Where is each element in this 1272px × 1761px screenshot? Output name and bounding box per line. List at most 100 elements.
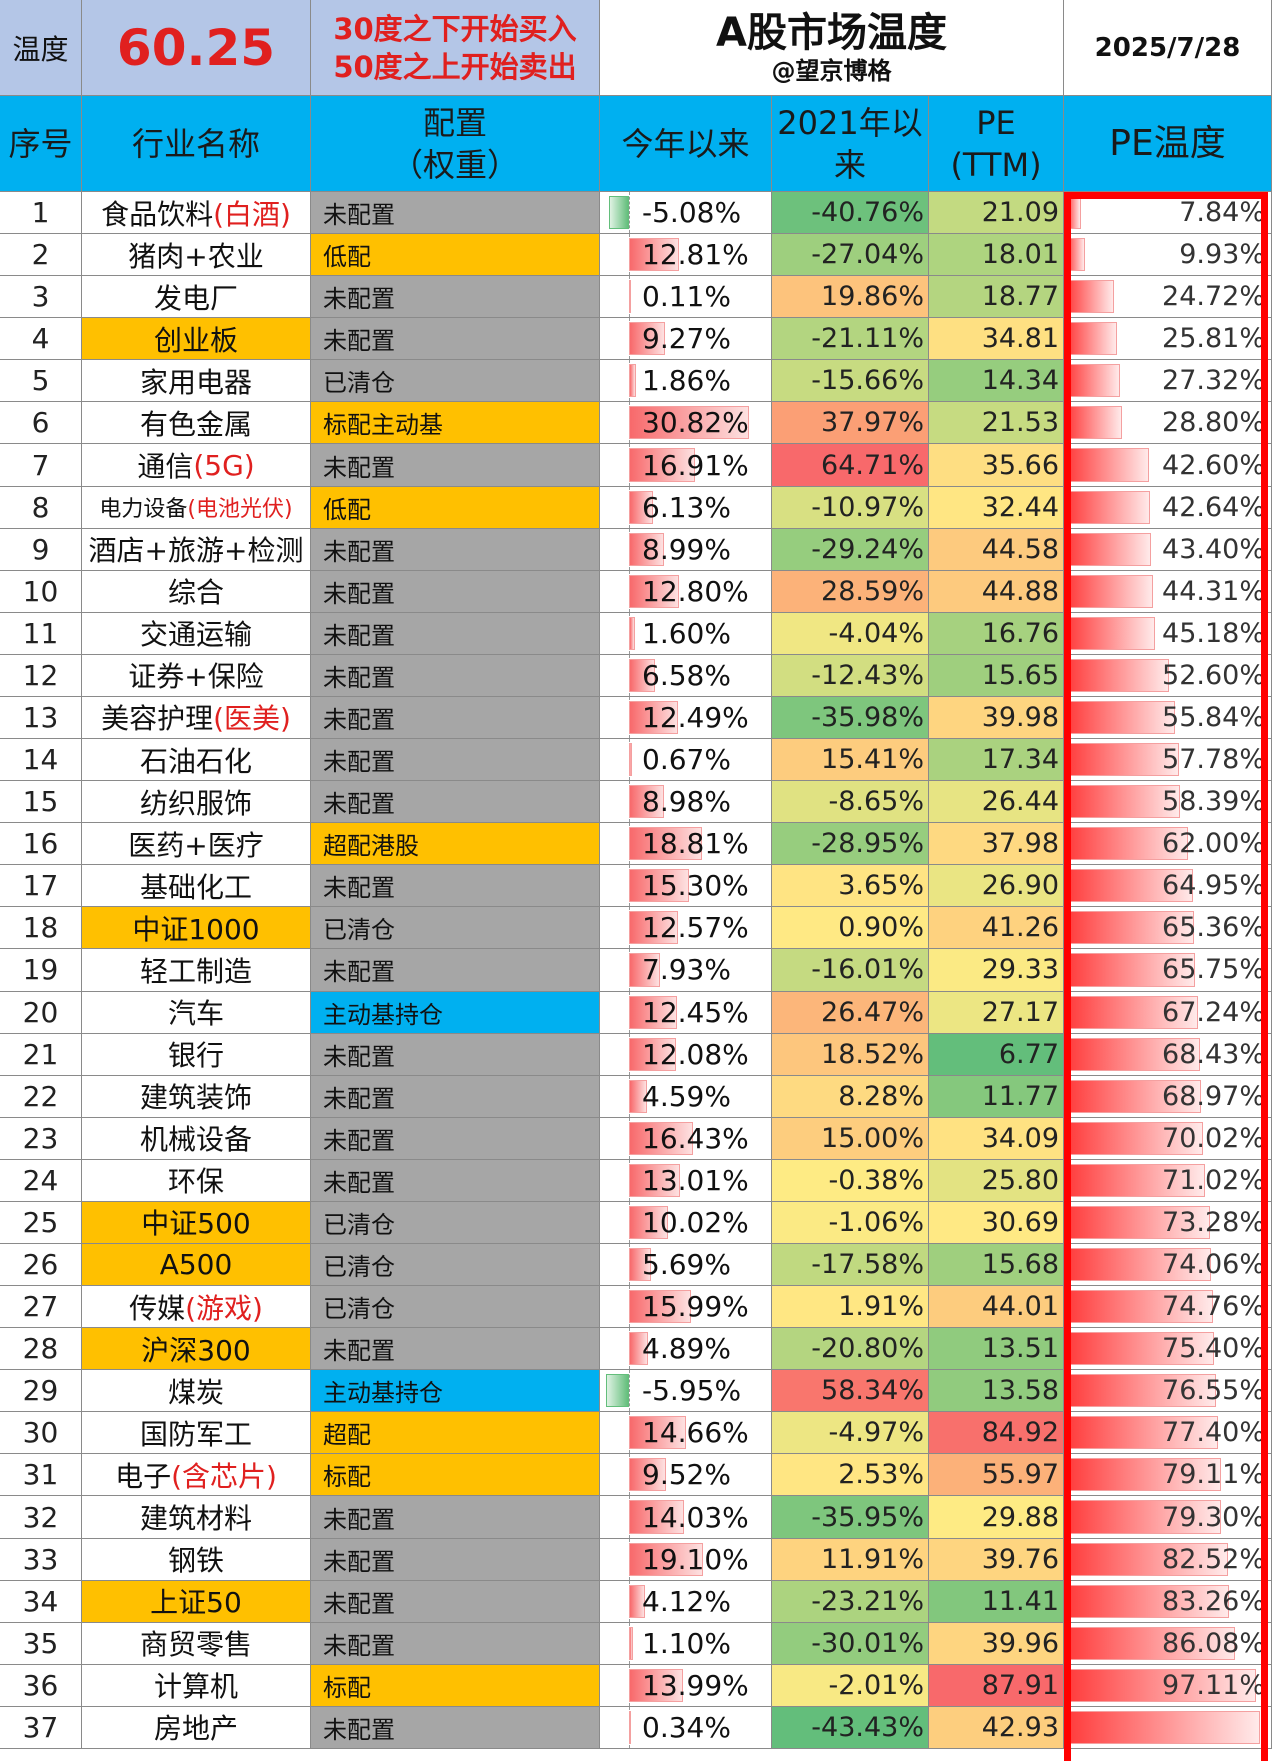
allocation-cell: 未配置 bbox=[311, 1706, 600, 1749]
pe-temp-cell: 52.60% bbox=[1064, 654, 1272, 697]
pe-cell: 42.93 bbox=[929, 1706, 1064, 1749]
ytd-cell: -5.08% bbox=[600, 192, 772, 235]
ytd-databar bbox=[629, 1710, 631, 1744]
row-no: 22 bbox=[0, 1075, 82, 1118]
row-no: 33 bbox=[0, 1538, 82, 1581]
row-no: 10 bbox=[0, 570, 82, 613]
industry-name: 食品饮料 (白酒) bbox=[82, 192, 311, 235]
pe-temp-value: 24.72% bbox=[1162, 281, 1265, 313]
industry-name-text: 电子 bbox=[115, 1459, 172, 1493]
pe-temp-databar bbox=[1066, 1332, 1214, 1366]
industry-name: A500 bbox=[82, 1244, 311, 1287]
report-date: 2025/7/28 bbox=[1064, 0, 1272, 96]
ytd-cell: 13.99% bbox=[600, 1664, 772, 1707]
ytd-cell: 7.93% bbox=[600, 949, 772, 992]
ytd-databar bbox=[629, 238, 679, 272]
ytd-databar bbox=[629, 785, 664, 819]
allocation-cell: 标配 bbox=[311, 1454, 600, 1497]
trade-rule: 30度之下开始买入 50度之上开始卖出 bbox=[311, 0, 600, 96]
allocation-cell: 未配置 bbox=[311, 865, 600, 908]
col-since2021-line2: 来 bbox=[833, 145, 866, 184]
pe-temp-cell: 83.26% bbox=[1064, 1580, 1272, 1623]
industry-name-text: 国防军工 bbox=[139, 1417, 252, 1451]
pe-cell: 35.66 bbox=[929, 444, 1064, 487]
ytd-databar bbox=[629, 1458, 667, 1492]
ytd-value: 0.67% bbox=[642, 743, 731, 777]
allocation-cell: 主动基持仓 bbox=[311, 991, 600, 1034]
row-no: 34 bbox=[0, 1580, 82, 1623]
pe-cell: 30.69 bbox=[929, 1201, 1064, 1244]
pe-temp-value: 27.32% bbox=[1162, 365, 1265, 397]
pe-cell: 34.81 bbox=[929, 318, 1064, 361]
industry-name-text: 证券+保险 bbox=[128, 660, 264, 694]
industry-name-text: A500 bbox=[159, 1248, 233, 1282]
industry-name-highlight: (含芯片) bbox=[171, 1459, 277, 1493]
pe-temp-databar bbox=[1066, 1163, 1206, 1197]
row-no: 16 bbox=[0, 823, 82, 866]
pe-temp-databar bbox=[1066, 658, 1170, 692]
ytd-value: 0.11% bbox=[642, 280, 731, 314]
ytd-value: 13.99% bbox=[642, 1668, 749, 1702]
industry-name-text: 轻工制造 bbox=[139, 954, 252, 988]
industry-name: 美容护理 (医美) bbox=[82, 696, 311, 740]
pe-temp-cell: 75.40% bbox=[1064, 1328, 1272, 1371]
ytd-value: 15.30% bbox=[642, 869, 749, 903]
since2021-cell: -12.43% bbox=[772, 654, 929, 697]
pe-cell: 44.01 bbox=[929, 1286, 1064, 1329]
industry-name: 电力设备 (电池光伏) bbox=[82, 486, 311, 529]
ytd-cell: 0.67% bbox=[600, 739, 772, 782]
ytd-cell: 13.01% bbox=[600, 1159, 772, 1202]
industry-name: 电子 (含芯片) bbox=[82, 1454, 311, 1497]
ytd-cell: 8.98% bbox=[600, 781, 772, 824]
row-no: 14 bbox=[0, 739, 82, 782]
pe-temp-value: 55.84% bbox=[1162, 701, 1265, 733]
industry-name-text: 酒店+旅游+检测 bbox=[88, 534, 304, 568]
pe-temp-databar bbox=[1066, 911, 1195, 945]
pe-temp-value: 97.11% bbox=[1162, 1669, 1265, 1701]
row-no: 9 bbox=[0, 528, 82, 571]
ytd-cell: 15.30% bbox=[600, 865, 772, 908]
ytd-value: 9.52% bbox=[642, 1458, 731, 1492]
since2021-cell: 3.65% bbox=[772, 865, 929, 908]
industry-name-text: 交通运输 bbox=[139, 618, 252, 652]
pe-temp-cell: 65.75% bbox=[1064, 949, 1272, 992]
ytd-cell: 10.02% bbox=[600, 1201, 772, 1244]
ytd-databar bbox=[629, 490, 653, 524]
ytd-value: 4.12% bbox=[642, 1584, 731, 1618]
ytd-databar bbox=[629, 406, 749, 440]
allocation-cell: 未配置 bbox=[311, 612, 600, 655]
col-since2021-line1: 2021年以 bbox=[777, 103, 923, 142]
ytd-databar bbox=[629, 448, 695, 482]
since2021-cell: -28.95% bbox=[772, 823, 929, 866]
industry-name: 通信 (5G) bbox=[82, 444, 311, 487]
since2021-cell: -35.98% bbox=[772, 696, 929, 740]
pe-temp-cell: 9.93% bbox=[1064, 234, 1272, 277]
industry-name: 机械设备 bbox=[82, 1117, 311, 1160]
pe-temp-databar bbox=[1066, 448, 1150, 482]
pe-temp-cell: 58.39% bbox=[1064, 781, 1272, 824]
since2021-cell: -8.65% bbox=[772, 781, 929, 824]
industry-name: 纺织服饰 bbox=[82, 781, 311, 824]
pe-cell: 87.91 bbox=[929, 1664, 1064, 1707]
ytd-value: 8.98% bbox=[642, 785, 731, 819]
pe-temp-cell: 86.08% bbox=[1064, 1622, 1272, 1665]
ytd-databar bbox=[629, 869, 689, 903]
industry-name: 发电厂 bbox=[82, 276, 311, 319]
pe-cell: 44.58 bbox=[929, 528, 1064, 571]
pe-temp-value: 73.28% bbox=[1162, 1206, 1265, 1238]
pe-temp-value: 76.55% bbox=[1162, 1375, 1265, 1407]
industry-name: 建筑材料 bbox=[82, 1496, 311, 1539]
pe-temp-value: 7.84% bbox=[1179, 197, 1265, 229]
since2021-cell: -23.21% bbox=[772, 1580, 929, 1623]
industry-name-text: 汽车 bbox=[167, 997, 224, 1031]
row-no: 30 bbox=[0, 1412, 82, 1455]
since2021-cell: -4.04% bbox=[772, 612, 929, 655]
pe-temp-value: 9.93% bbox=[1179, 239, 1265, 271]
pe-temp-cell: 55.84% bbox=[1064, 696, 1272, 740]
pe-temp-databar bbox=[1066, 1710, 1261, 1744]
ytd-databar bbox=[629, 1584, 646, 1618]
ytd-cell: -5.95% bbox=[600, 1370, 772, 1413]
ytd-value: 9.27% bbox=[642, 322, 731, 356]
pe-cell: 18.01 bbox=[929, 234, 1064, 277]
industry-name-highlight: (医美) bbox=[213, 702, 291, 736]
